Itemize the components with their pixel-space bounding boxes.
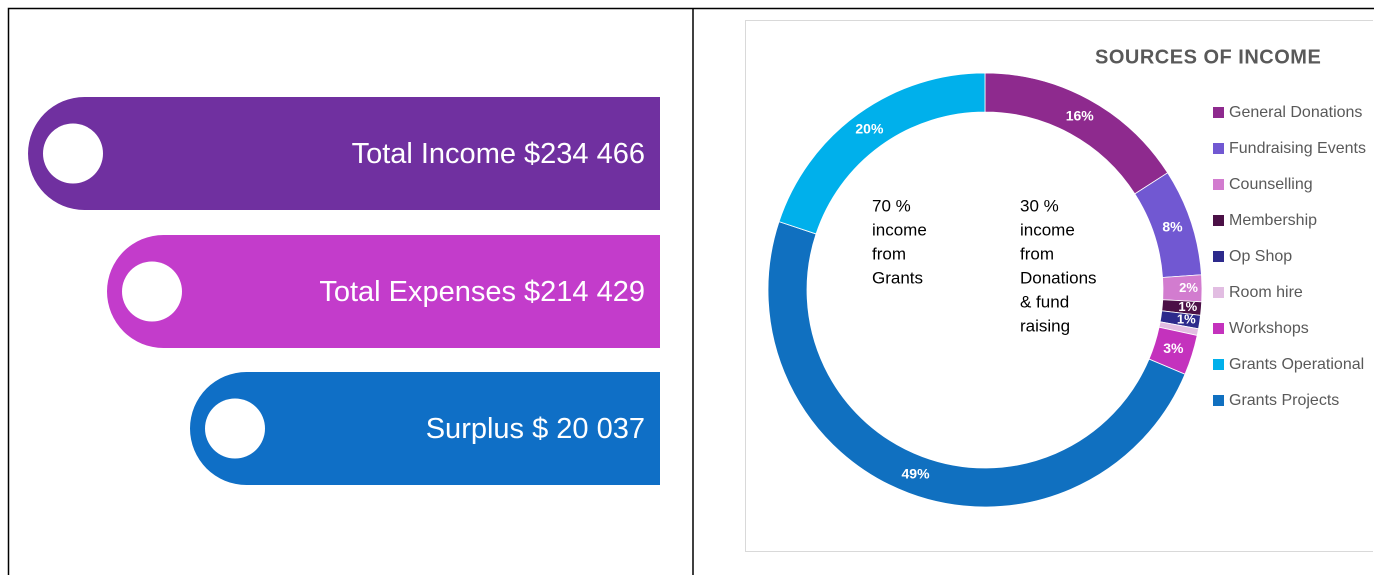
pill-label: Total Expenses $214 429 (319, 276, 645, 308)
annotation: Grants (872, 268, 923, 287)
legend-swatch (1213, 395, 1224, 406)
pill-label: Surplus $ 20 037 (426, 413, 645, 445)
data-label: 20% (855, 121, 884, 137)
annotation: 70 % (872, 196, 911, 215)
legend-label: Grants Projects (1229, 392, 1339, 409)
pill-label: Total Income $234 466 (352, 138, 645, 170)
donut-slice (778, 72, 986, 235)
pill (107, 235, 660, 348)
data-label: 8% (1162, 218, 1183, 234)
donut-slice (767, 221, 1186, 508)
legend-label: Room hire (1229, 284, 1303, 301)
legend-label: Counselling (1229, 176, 1313, 193)
annotation: income (1020, 220, 1075, 239)
annotation: from (872, 244, 906, 263)
pill (190, 372, 661, 486)
pill-dot (43, 123, 103, 184)
legend-label: Workshops (1229, 320, 1309, 337)
data-label: 1% (1178, 299, 1197, 314)
legend-label: Op Shop (1229, 248, 1292, 265)
annotation: from (1020, 244, 1054, 263)
legend-swatch (1213, 107, 1224, 118)
data-label: 3% (1163, 340, 1184, 356)
legend-label: Fundraising Events (1229, 140, 1366, 157)
pill-dot (205, 398, 265, 459)
legend-label: Membership (1229, 212, 1317, 229)
data-label: 1% (1177, 312, 1196, 327)
legend-swatch (1213, 359, 1224, 370)
legend-label: Grants Operational (1229, 356, 1364, 373)
legend-swatch (1213, 323, 1224, 334)
legend-swatch (1213, 215, 1224, 226)
legend-label: General Donations (1229, 104, 1362, 121)
legend-swatch (1213, 251, 1224, 262)
legend-swatch (1213, 287, 1224, 298)
pill (28, 97, 660, 210)
annotation: & fund (1020, 292, 1069, 311)
data-label: 16% (1066, 107, 1095, 123)
annotation: raising (1020, 316, 1070, 335)
chart-panel: SOURCES OF INCOME 16% 8% 2% 1%1% 3% 49% 20% Gen… (745, 20, 1373, 552)
chart-title: SOURCES OF INCOME (1095, 46, 1321, 68)
annotation: 30 % (1020, 196, 1059, 215)
legend-swatch (1213, 143, 1224, 154)
pill-dot (122, 261, 182, 322)
legend-swatch (1213, 179, 1224, 190)
data-label: 49% (902, 466, 931, 482)
annotation: Donations (1020, 268, 1097, 287)
summary-panel: Total Income $234 466 Total Expenses $214… (28, 97, 661, 486)
data-label: 2% (1179, 280, 1198, 295)
annotation: income (872, 220, 927, 239)
